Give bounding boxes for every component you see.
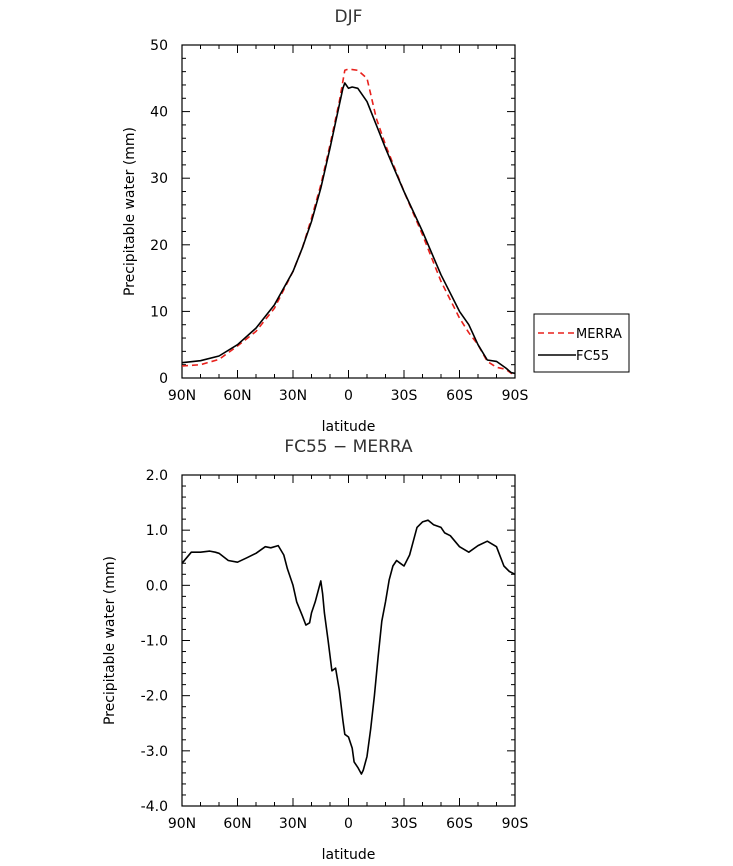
y-tick-label: 20 — [150, 238, 168, 254]
x-tick-label: 60N — [223, 388, 251, 404]
x-tick-label: 60N — [223, 816, 251, 832]
x-tick-label: 30S — [391, 816, 418, 832]
y-tick-label: 30 — [150, 171, 168, 187]
chart-title: DJF — [335, 7, 363, 27]
x-tick-label: 90N — [168, 816, 196, 832]
x-tick-label: 30N — [279, 388, 307, 404]
plot-frame — [181, 474, 516, 807]
x-tick-label: 30S — [391, 388, 418, 404]
legend-label-fc55: FC55 — [576, 349, 609, 364]
y-tick-label: 0.0 — [146, 578, 168, 594]
chart-panel-2: FC55 − MERRA 90N 60N 30N 0 30S 60S 90S -4.0 -3.0 -… — [102, 437, 528, 863]
y-axis-label: Precipitable water (mm) — [122, 127, 138, 296]
legend: MERRA FC55 — [533, 313, 630, 373]
series-line-fc55 — [181, 82, 516, 375]
y-tick-label: 0 — [159, 371, 168, 387]
x-tick-label: 30N — [279, 816, 307, 832]
x-tick-label: 0 — [344, 388, 353, 404]
x-tick-label: 90N — [168, 388, 196, 404]
y-tick-label: 40 — [150, 105, 168, 121]
plot-frame — [181, 44, 516, 379]
x-tick-label: 90S — [502, 388, 529, 404]
x-axis-label: latitude — [322, 847, 376, 863]
series-line-difference — [181, 519, 516, 775]
y-axis-label: Precipitable water (mm) — [102, 556, 118, 725]
x-tick-label: 90S — [502, 816, 529, 832]
legend-label-merra: MERRA — [576, 327, 622, 342]
x-tick-label: 0 — [344, 816, 353, 832]
y-tick-label: 10 — [150, 304, 168, 320]
chart-panel-1: DJF 90N 60N 30N 0 30S 60S 90S 0 10 20 30 40 50 latitud… — [122, 7, 630, 435]
y-tick-label: -3.0 — [141, 744, 168, 760]
y-tick-label: 2.0 — [146, 468, 168, 484]
series-line-merra — [181, 68, 516, 375]
y-tick-label: 1.0 — [146, 523, 168, 539]
y-tick-label: 50 — [150, 38, 168, 54]
y-tick-label: -2.0 — [141, 689, 168, 705]
x-tick-label: 60S — [446, 816, 473, 832]
y-tick-label: -1.0 — [141, 634, 168, 650]
y-tick-label: -4.0 — [141, 799, 168, 815]
x-tick-label: 60S — [446, 388, 473, 404]
chart-title: FC55 − MERRA — [284, 437, 413, 457]
x-axis-label: latitude — [322, 419, 376, 435]
legend-box — [533, 313, 630, 373]
